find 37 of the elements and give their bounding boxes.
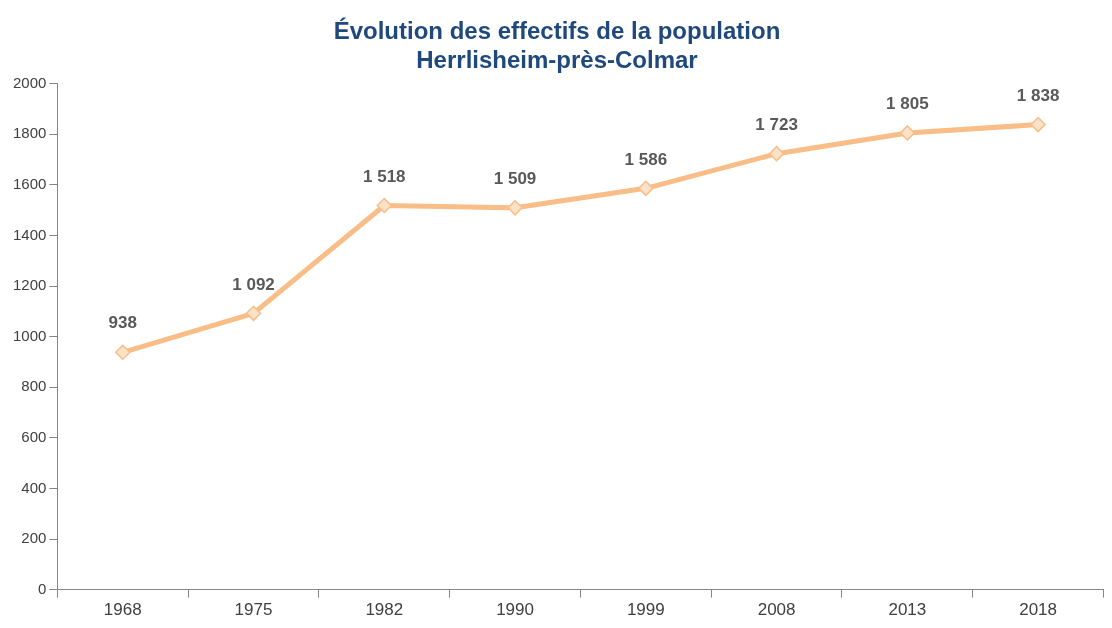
point — [899, 125, 916, 141]
x-tick-label: 1968 — [103, 600, 142, 620]
data-label: 938 — [108, 313, 137, 333]
x-tick-label: 2018 — [1019, 600, 1058, 620]
point — [507, 200, 523, 216]
data-label: 1 092 — [232, 274, 275, 294]
y-tick-label: 0 — [38, 579, 47, 597]
y-tick-label: 1800 — [12, 124, 47, 142]
point — [1030, 116, 1046, 133]
y-tick-label: 400 — [21, 478, 47, 496]
chart-title: Évolution des effectifs de la population — [333, 17, 781, 45]
point — [638, 180, 654, 197]
point — [245, 305, 262, 322]
data-label: 1 838 — [1016, 85, 1060, 105]
y-tick-label: 800 — [21, 377, 47, 395]
point — [115, 344, 131, 361]
point — [768, 145, 785, 162]
data-label: 1 723 — [755, 114, 798, 134]
data-label: 1 518 — [363, 166, 406, 186]
y-tick-label: 1600 — [12, 174, 47, 192]
x-tick-label: 1982 — [365, 600, 404, 620]
y-tick-label: 200 — [21, 529, 47, 547]
x-tick-label: 2013 — [888, 600, 927, 620]
y-tick-label: 1400 — [12, 225, 47, 243]
data-label: 1 509 — [493, 169, 537, 189]
data-label: 1 805 — [886, 94, 929, 114]
y-tick-label: 600 — [21, 427, 47, 445]
data-label: 1 586 — [624, 149, 668, 169]
x-tick-label: 1999 — [626, 600, 665, 620]
x-tick-label: 2008 — [757, 600, 796, 620]
chart-subtitle: Herrlisheim-près-Colmar — [416, 45, 698, 73]
y-tick-label: 1200 — [12, 276, 47, 294]
x-tick-label: 1975 — [234, 600, 273, 620]
x-tick-label: 1990 — [496, 600, 534, 620]
y-tick-label: 2000 — [12, 73, 47, 91]
y-tick-label: 1000 — [12, 326, 47, 344]
point — [376, 197, 393, 214]
